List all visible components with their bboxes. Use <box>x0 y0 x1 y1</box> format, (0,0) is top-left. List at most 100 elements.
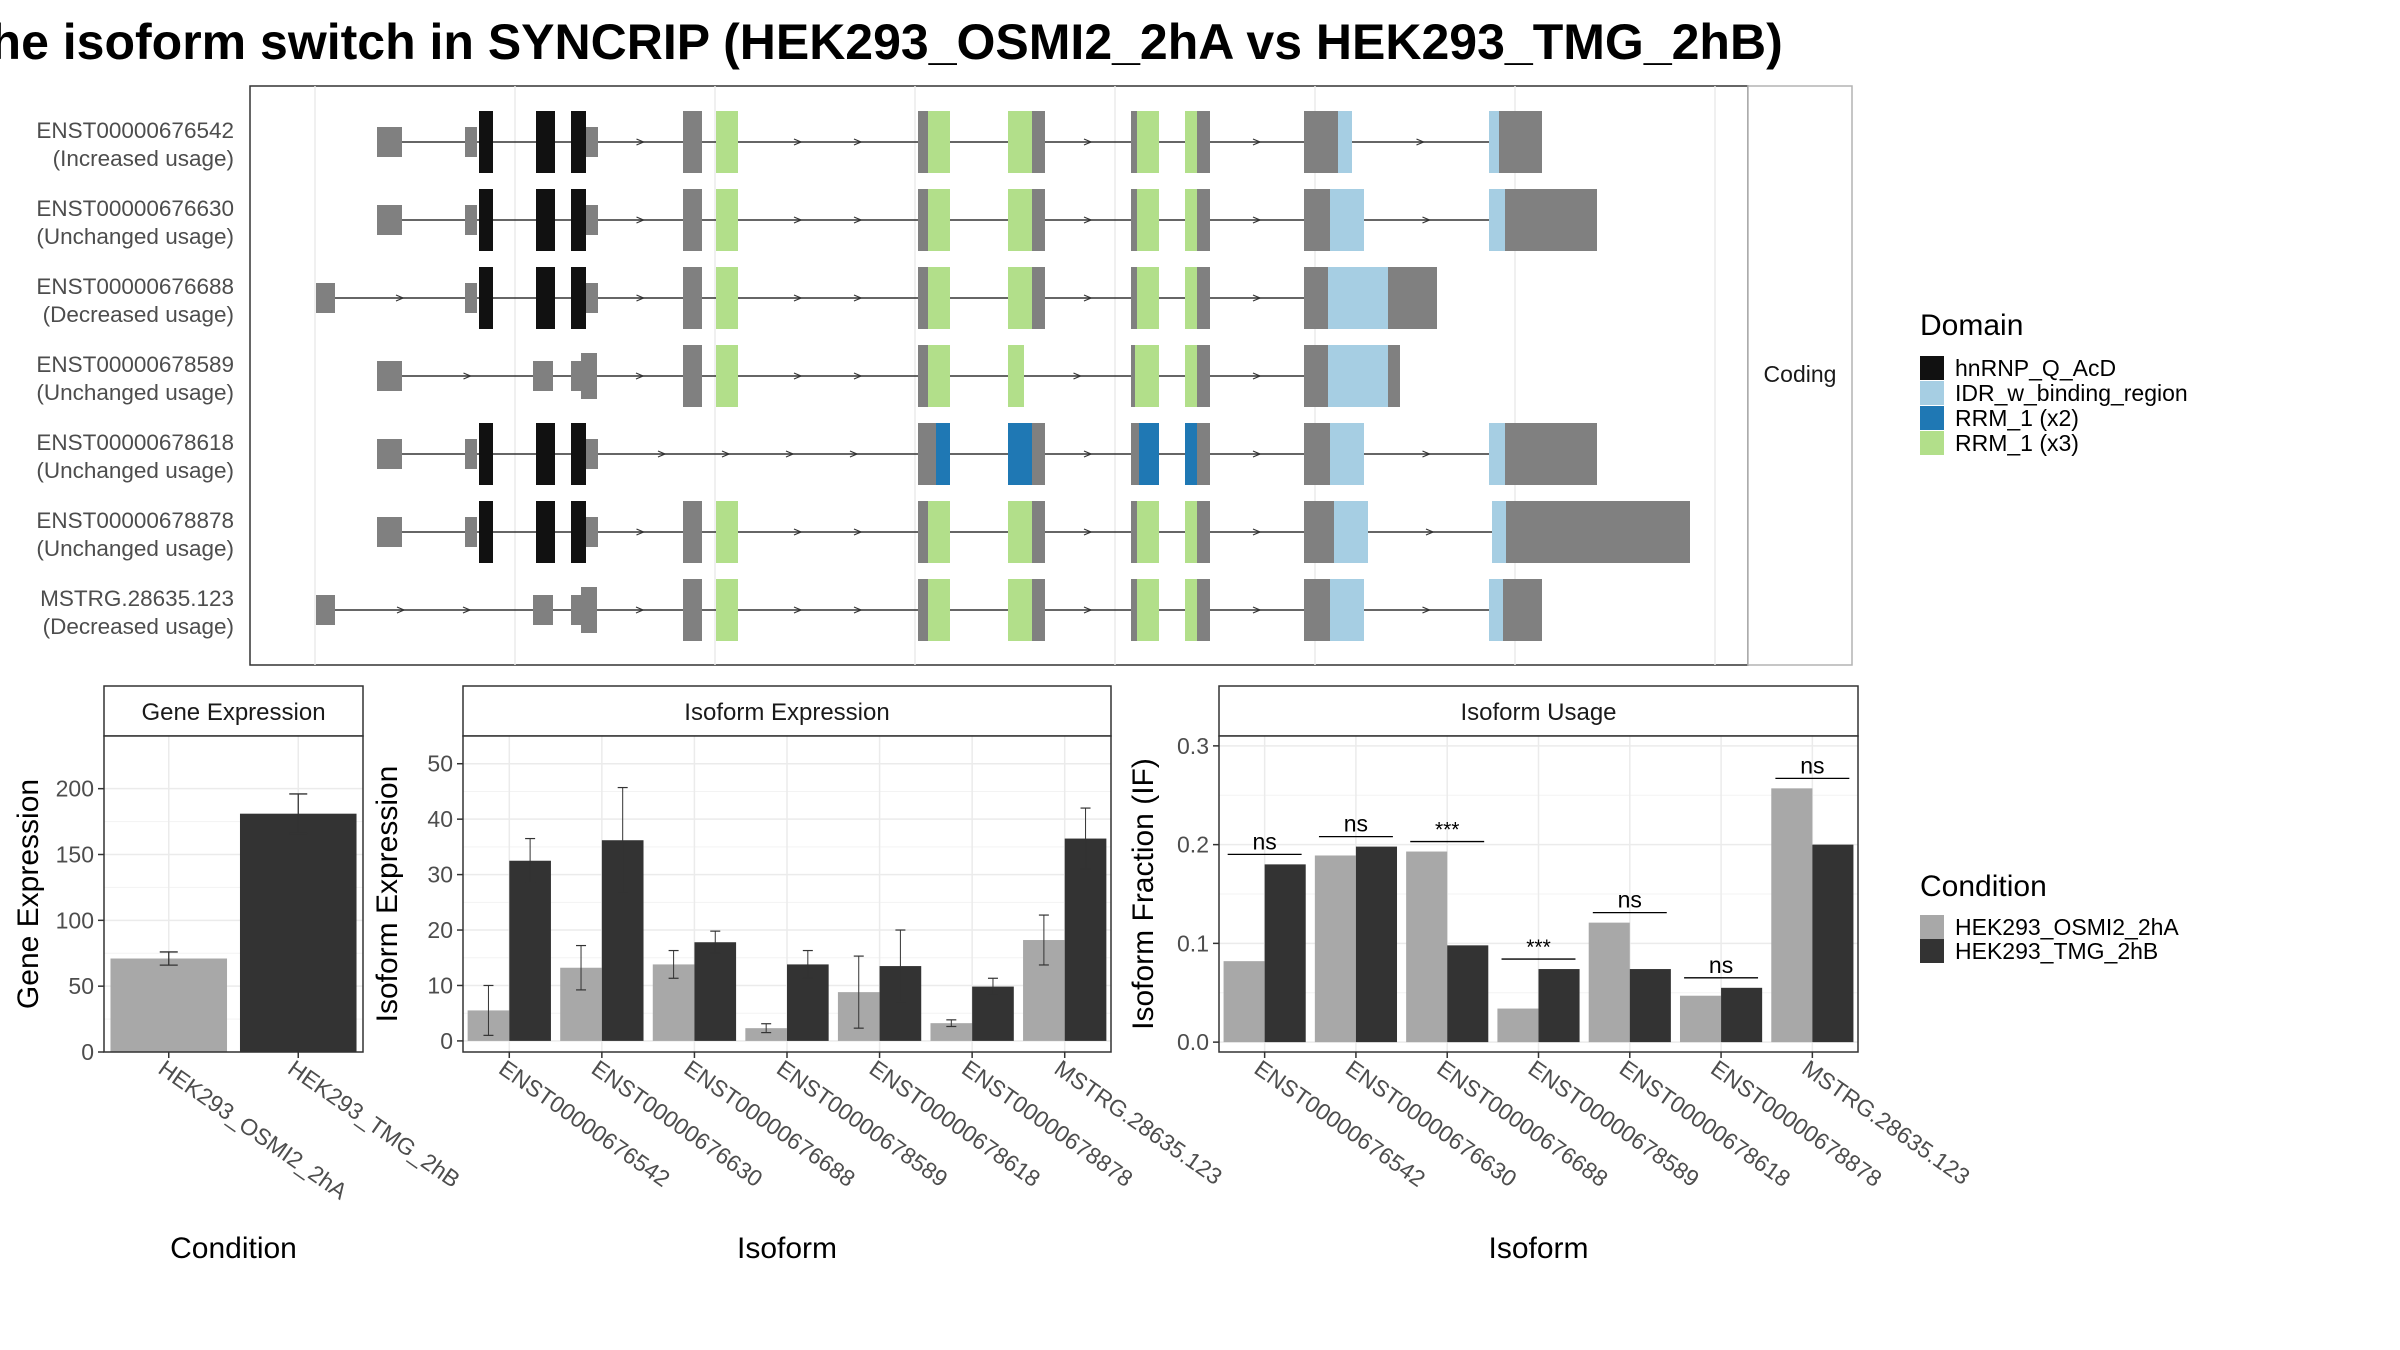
exon-block <box>1131 267 1137 329</box>
transcript-row-4 <box>377 345 1400 407</box>
exon-block <box>586 439 598 469</box>
intron-arrow <box>785 450 795 458</box>
intron-arrow <box>853 138 863 146</box>
y-tick-label: 0.2 <box>1177 832 1209 858</box>
intron-arrow <box>1252 294 1262 302</box>
x-tick-label: ENST00000678589 <box>772 1055 952 1192</box>
intron-arrow <box>395 294 405 302</box>
significance-label: *** <box>1435 819 1460 842</box>
exon-block <box>536 189 555 251</box>
x-tick-label: ENST00000676542 <box>494 1055 674 1192</box>
intron-arrow <box>1073 372 1083 380</box>
exon-block <box>1304 189 1330 251</box>
exon-block <box>465 205 477 235</box>
intron-arrow <box>396 606 406 614</box>
exon-block <box>1338 111 1352 173</box>
exon-block <box>571 189 586 251</box>
bar <box>1629 969 1671 1043</box>
exon-block <box>1197 501 1210 563</box>
exon-block <box>1137 501 1159 563</box>
exon-block <box>928 267 950 329</box>
transcript-id-label: ENST00000676542 <box>36 118 234 143</box>
exon-block <box>1492 501 1506 563</box>
bar <box>1064 838 1107 1041</box>
exon-block <box>683 579 702 641</box>
intron-arrow <box>793 528 803 536</box>
exon-block <box>928 501 950 563</box>
exon-block <box>1008 111 1032 173</box>
exon-block <box>1197 189 1210 251</box>
intron-arrow <box>635 372 645 380</box>
transcript-id-label: MSTRG.28635.123 <box>40 586 234 611</box>
exon-block <box>571 501 586 563</box>
x-axis-title: Condition <box>170 1232 297 1265</box>
exon-block <box>918 501 928 563</box>
transcript-row-5 <box>377 423 1597 485</box>
exon-block <box>1328 345 1388 407</box>
exon-block <box>1489 189 1505 251</box>
intron-arrow <box>635 606 645 614</box>
exon-block <box>918 267 928 329</box>
intron-arrow <box>1083 294 1093 302</box>
exon-block <box>683 345 702 407</box>
intron-arrow <box>793 138 803 146</box>
bar <box>1406 851 1448 1043</box>
intron-arrow <box>1252 138 1262 146</box>
intron-arrow <box>1083 138 1093 146</box>
exon-block <box>536 501 555 563</box>
transcript-id-label: ENST00000678618 <box>36 430 234 455</box>
intron-arrow <box>636 216 646 224</box>
y-tick-label: 50 <box>68 973 94 999</box>
domain-legend-title: Domain <box>1920 309 2023 342</box>
intron-arrow <box>1252 372 1262 380</box>
strip-label-coding: Coding <box>1764 361 1837 387</box>
bar <box>239 813 357 1052</box>
intron-arrow <box>463 372 473 380</box>
exon-block <box>1032 501 1045 563</box>
exon-block <box>1197 111 1210 173</box>
transcript-row-7 <box>316 579 1542 641</box>
x-tick-label: ENST00000678618 <box>1615 1055 1795 1192</box>
exon-block <box>1008 267 1032 329</box>
exon-block <box>1388 267 1437 329</box>
x-tick-label: ENST00000678618 <box>865 1055 1045 1192</box>
intron-arrow <box>1083 528 1093 536</box>
bar <box>1447 945 1489 1043</box>
intron-arrow <box>1422 216 1432 224</box>
exon-block <box>1032 267 1045 329</box>
y-tick-label: 0.3 <box>1177 733 1209 759</box>
bar <box>110 958 228 1052</box>
intron-arrow <box>636 528 646 536</box>
exon-block <box>1197 345 1210 407</box>
intron-arrow <box>1422 606 1432 614</box>
intron-arrow <box>636 138 646 146</box>
x-axis-title: Isoform <box>1488 1232 1588 1265</box>
exon-block <box>581 353 597 399</box>
exon-block <box>1328 267 1388 329</box>
intron-arrow <box>853 528 863 536</box>
bar <box>745 1028 787 1041</box>
exon-block <box>571 423 586 485</box>
transcript-status-label: (Decreased usage) <box>43 614 234 639</box>
intron-arrow <box>1083 606 1093 614</box>
exon-block <box>1185 189 1197 251</box>
intron-arrow <box>462 606 472 614</box>
y-axis-title: Isoform Expression <box>371 766 404 1023</box>
y-tick-label: 0.0 <box>1177 1029 1209 1055</box>
bar <box>1497 1008 1539 1043</box>
exon-block <box>377 439 402 469</box>
intron-arrow <box>1416 138 1426 146</box>
transcript-id-label: ENST00000678589 <box>36 352 234 377</box>
y-tick-label: 0 <box>81 1039 94 1065</box>
domain-legend-label-2: IDR_w_binding_region <box>1955 380 2188 406</box>
exon-block <box>1185 579 1197 641</box>
exon-block <box>1304 111 1338 173</box>
exon-block <box>1185 501 1197 563</box>
exon-block <box>683 189 702 251</box>
x-tick-label: MSTRG.28635.123 <box>1050 1055 1227 1190</box>
exon-block <box>1008 501 1032 563</box>
exon-block <box>1334 501 1368 563</box>
exon-block <box>1008 579 1032 641</box>
exon-block <box>586 517 598 547</box>
